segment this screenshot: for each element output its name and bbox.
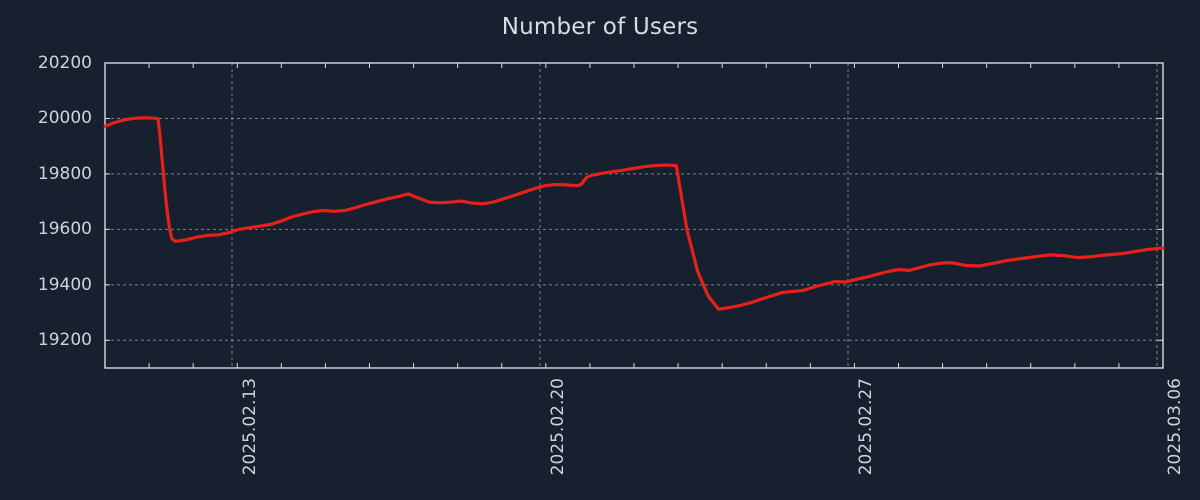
y-axis-tick-label: 19200 (37, 330, 92, 351)
axis-ticks (104, 62, 1164, 368)
x-axis-tick-label: 2025.02.13 (240, 378, 260, 476)
x-axis-tick-label: 2025.02.20 (548, 378, 568, 476)
series-line-number-of-users (103, 116, 1165, 311)
x-axis-tick-label: 2025.03.06 (1165, 378, 1185, 476)
chart-title: Number of Users (501, 14, 699, 40)
gridlines (105, 62, 1163, 368)
y-axis-tick-label: 20000 (37, 108, 92, 129)
y-axis-tick-label: 20200 (37, 53, 92, 73)
x-axis-tick-label: 2025.02.27 (856, 378, 876, 476)
y-axis-tick-label: 19600 (37, 219, 92, 240)
y-axis-tick-label: 19400 (37, 274, 92, 295)
y-axis-tick-label: 19800 (37, 163, 92, 184)
axis-frame (104, 62, 1164, 369)
